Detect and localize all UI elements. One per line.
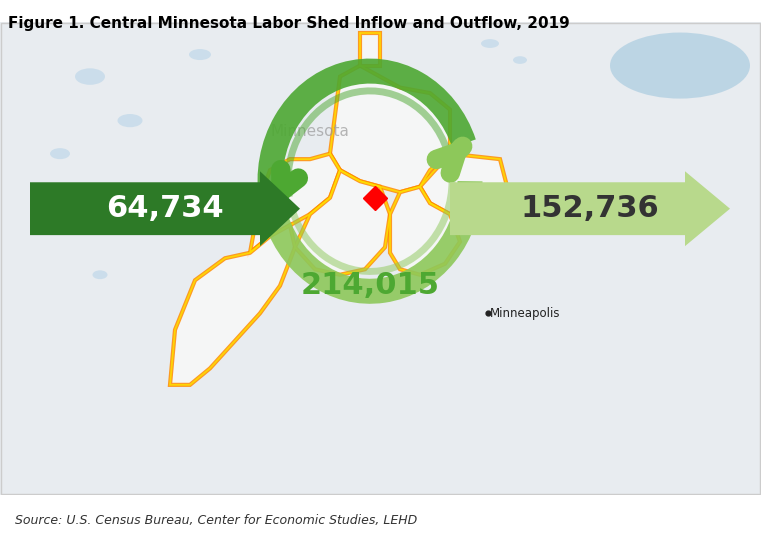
Text: Source: U.S. Census Bureau, Center for Economic Studies, LEHD: Source: U.S. Census Bureau, Center for E… xyxy=(15,514,418,527)
Ellipse shape xyxy=(75,68,105,85)
Text: 152,736: 152,736 xyxy=(521,194,659,223)
Polygon shape xyxy=(330,66,450,192)
Polygon shape xyxy=(295,170,390,275)
FancyArrow shape xyxy=(30,171,300,246)
Ellipse shape xyxy=(36,204,54,214)
Polygon shape xyxy=(360,32,380,66)
Text: Minnesota: Minnesota xyxy=(271,124,349,139)
Ellipse shape xyxy=(117,114,142,127)
Ellipse shape xyxy=(50,148,70,159)
Ellipse shape xyxy=(610,32,750,98)
Text: 64,734: 64,734 xyxy=(107,194,224,223)
Ellipse shape xyxy=(481,39,499,48)
Text: 214,015: 214,015 xyxy=(301,271,440,300)
Text: Minneapolis: Minneapolis xyxy=(490,307,561,320)
Polygon shape xyxy=(390,187,460,275)
Polygon shape xyxy=(170,225,295,385)
Ellipse shape xyxy=(513,56,527,64)
Ellipse shape xyxy=(93,271,107,279)
Polygon shape xyxy=(420,154,510,214)
Text: Figure 1. Central Minnesota Labor Shed Inflow and Outflow, 2019: Figure 1. Central Minnesota Labor Shed I… xyxy=(8,16,569,31)
Ellipse shape xyxy=(189,49,211,60)
Polygon shape xyxy=(250,154,340,253)
FancyArrow shape xyxy=(450,171,730,246)
